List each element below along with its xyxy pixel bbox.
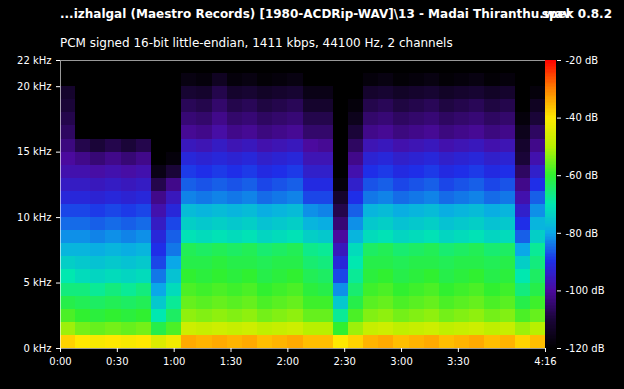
svg-text:3:00: 3:00 — [390, 356, 412, 367]
svg-text:20 kHz: 20 kHz — [17, 81, 51, 92]
html-text:...izhalgal (Maestro Records): ...izhalgal (Maestro Records) [1980-ACDR… — [60, 7, 571, 21]
svg-text:2:30: 2:30 — [333, 356, 355, 367]
svg-text:-100 dB: -100 dB — [566, 285, 605, 296]
svg-text:0:30: 0:30 — [106, 356, 128, 367]
svg-text:1:00: 1:00 — [163, 356, 185, 367]
svg-text:4:16: 4:16 — [534, 356, 556, 367]
svg-text:-80 dB: -80 dB — [566, 228, 599, 239]
svg-text:0 kHz: 0 kHz — [23, 343, 51, 354]
svg-text:2:00: 2:00 — [277, 356, 299, 367]
svg-text:5 kHz: 5 kHz — [23, 277, 51, 288]
svg-text:-20 dB: -20 dB — [566, 55, 599, 66]
svg-text:-60 dB: -60 dB — [566, 170, 599, 181]
html-text:spek 0.8.2: spek 0.8.2 — [541, 7, 612, 21]
svg-text:22 kHz: 22 kHz — [17, 55, 51, 66]
svg-text:15 kHz: 15 kHz — [17, 146, 51, 157]
svg-text:10 kHz: 10 kHz — [17, 212, 51, 223]
svg-text:1:30: 1:30 — [220, 356, 242, 367]
svg-text:-40 dB: -40 dB — [566, 112, 599, 123]
html-text:PCM signed 16-bit little-endia: PCM signed 16-bit little-endian, 1411 kb… — [60, 36, 453, 50]
svg-text:-120 dB: -120 dB — [566, 343, 605, 354]
svg-text:3:30: 3:30 — [447, 356, 469, 367]
svg-text:0:00: 0:00 — [49, 356, 71, 367]
